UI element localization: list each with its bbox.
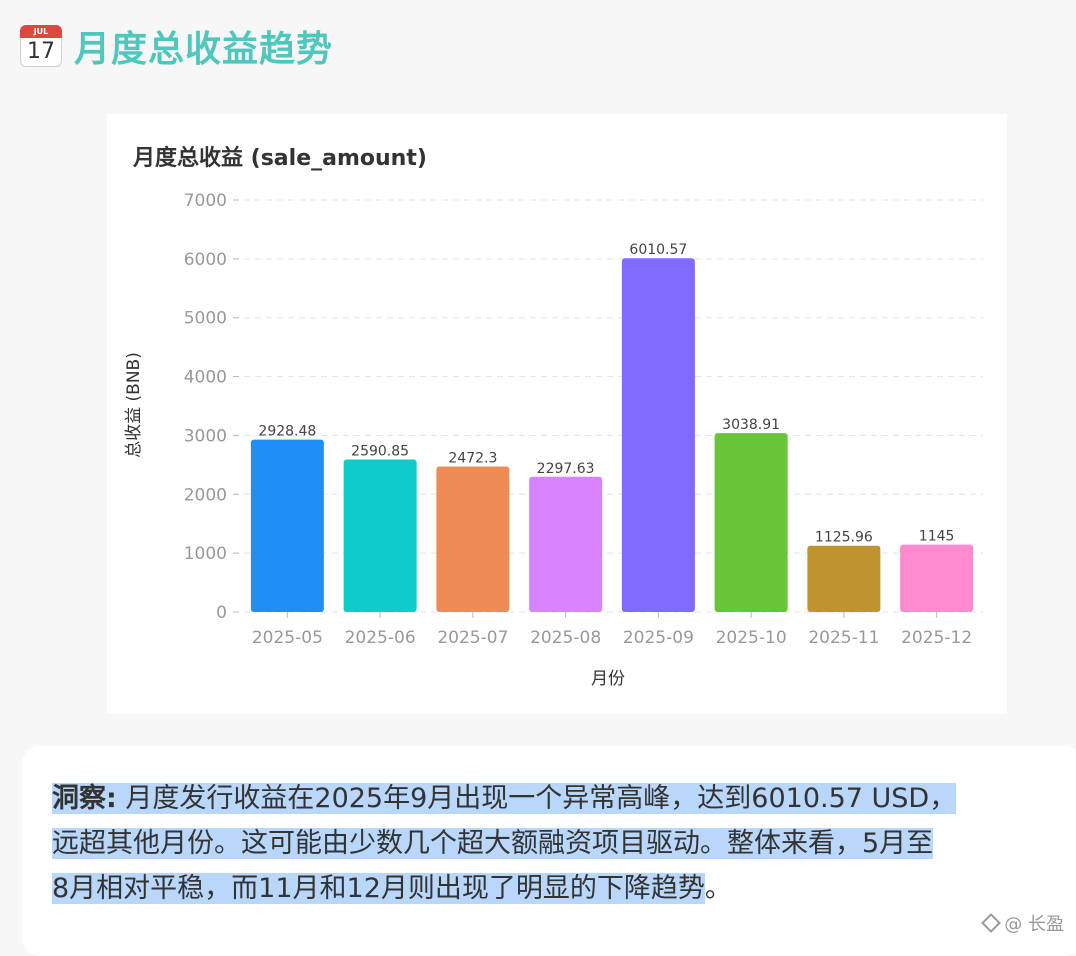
x-tick-label: 2025-12: [901, 628, 972, 648]
bar-2025-05: [250, 439, 324, 612]
y-tick-label: 7000: [184, 191, 227, 211]
insight-line-2: 远超其他月份。这可能由少数几个超大额融资项目驱动。整体来看，5月至: [52, 828, 934, 859]
bar-2025-11: [807, 545, 881, 612]
data-label: 1125.96: [815, 530, 873, 546]
data-labels: 2928.48 2590.85 2472.3 2297.63 6010.57 3038.9…: [258, 242, 954, 545]
y-tick-label: 3000: [184, 426, 227, 446]
grid-lines: [233, 199, 983, 613]
calendar-icon-day: 17: [27, 39, 55, 64]
y-axis-label: 总收益 (BNB): [124, 352, 144, 458]
insight-line-3: 8月相对平稳，而11月和12月则出现了明显的下降趋势: [52, 873, 705, 904]
x-tick-label: 2025-07: [437, 628, 508, 648]
data-label: 1145: [919, 529, 955, 545]
calendar-icon: JUL 17: [20, 25, 62, 67]
insight-text: 洞察: 月度发行收益在2025年9月出现一个异常高峰，达到6010.57 USD…: [52, 776, 1052, 911]
insight-label: 洞察:: [52, 783, 117, 814]
x-axis-label: 月份: [591, 669, 625, 689]
watermark-text: @ 长盈: [1004, 914, 1064, 935]
page-heading: JUL 17 月度总收益趋势: [20, 18, 333, 74]
x-tick-label: 2025-05: [252, 628, 323, 648]
chart-title: 月度总收益 (sale_amount): [133, 146, 427, 171]
y-tick-label: 4000: [184, 368, 227, 388]
chart-card: 2928.48 2590.85 2472.3 2297.63 6010.57 3038.9…: [107, 114, 1007, 714]
y-tick-label: 2000: [184, 485, 227, 505]
bar-2025-10: [714, 433, 788, 612]
y-tick-labels: 0 1000 2000 3000 4000 5000 6000 7000: [184, 191, 227, 623]
watermark: @ 长盈: [981, 910, 1064, 936]
bar-2025-09: [621, 258, 695, 612]
x-tick-label: 2025-11: [808, 628, 879, 648]
y-tick-label: 0: [216, 603, 227, 623]
x-tick-label: 2025-09: [623, 628, 694, 648]
bar-2025-12: [900, 544, 974, 612]
bar-2025-08: [529, 476, 603, 612]
bars: [250, 258, 974, 612]
y-tick-label: 6000: [184, 250, 227, 270]
calendar-icon-month: JUL: [20, 25, 62, 38]
y-tick-label: 1000: [184, 544, 227, 564]
bar-2025-06: [343, 459, 417, 612]
x-tick-label: 2025-08: [530, 628, 601, 648]
diamond-logo-icon: [981, 913, 1002, 933]
insight-line-1: 洞察: 月度发行收益在2025年9月出现一个异常高峰，达到6010.57 USD…: [52, 783, 957, 814]
data-label: 2928.48: [258, 424, 316, 440]
data-label: 2472.3: [448, 450, 497, 466]
data-label: 2297.63: [537, 461, 595, 477]
insight-line-3-end: 。: [704, 873, 732, 904]
page-title: 月度总收益趋势: [74, 29, 334, 70]
bar-chart: 2928.48 2590.85 2472.3 2297.63 6010.57 3038.9…: [124, 191, 983, 689]
insight-line-1-text: 月度发行收益在2025年9月出现一个异常高峰，达到6010.57 USD，: [116, 783, 957, 814]
insight-card: 洞察: 月度发行收益在2025年9月出现一个异常高峰，达到6010.57 USD…: [22, 746, 1076, 956]
y-tick-label: 5000: [184, 309, 227, 329]
x-tick-label: 2025-10: [716, 628, 787, 648]
data-label: 3038.91: [722, 417, 780, 433]
x-tick-label: 2025-06: [345, 628, 416, 648]
bar-2025-07: [436, 466, 510, 612]
x-tick-labels: 2025-05 2025-06 2025-07 2025-08 2025-09 2025-…: [252, 612, 972, 648]
data-label: 2590.85: [351, 444, 409, 460]
data-label: 6010.57: [629, 242, 687, 258]
